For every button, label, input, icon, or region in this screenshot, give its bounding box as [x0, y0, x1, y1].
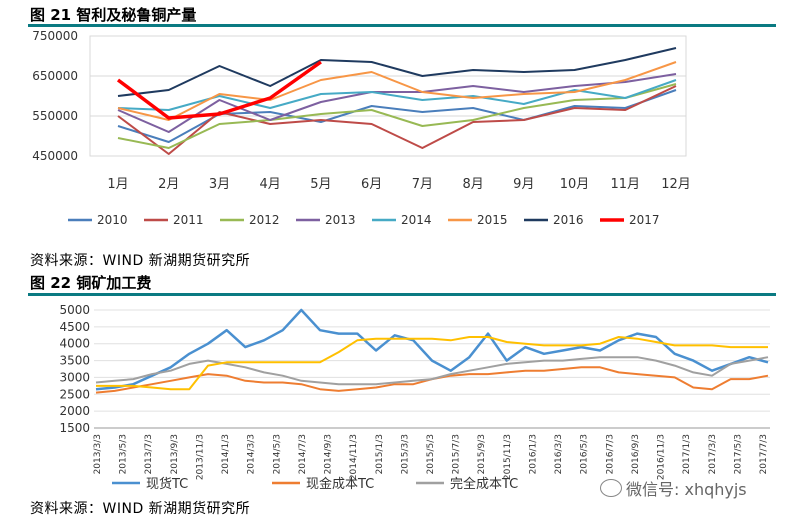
- legend-label: 2014: [401, 213, 432, 227]
- legend-label: 2017: [629, 213, 660, 227]
- figure2-source: 资料来源：WIND 新湖期货研究所: [30, 501, 251, 517]
- x-tick-label: 2013/11/3: [195, 434, 205, 480]
- legend-label: 2015: [477, 213, 508, 227]
- wechat-icon: [600, 479, 622, 497]
- legend-label: 现金成本TC: [306, 476, 374, 492]
- x-tick-label: 7月: [412, 177, 433, 192]
- x-tick-label: 11月: [610, 177, 640, 192]
- x-tick-label: 2014/9/3: [324, 434, 334, 474]
- series-line-2013: [117, 73, 677, 133]
- x-tick-label: 10月: [560, 177, 590, 192]
- figure1-title: 图 21 智利及秘鲁铜产量: [30, 6, 197, 24]
- x-tick-label: 12月: [661, 177, 691, 192]
- x-tick-label: 2014/7/3: [298, 434, 308, 474]
- x-tick-label: 2013/3/3: [93, 434, 103, 474]
- series-line-2015: [117, 61, 677, 121]
- y-tick-label: 450000: [32, 149, 78, 163]
- y-tick-label: 3000: [59, 370, 90, 384]
- y-tick-label: 4000: [59, 337, 90, 351]
- x-tick-label: 1月: [107, 177, 128, 192]
- x-tick-label: 2016/5/3: [580, 434, 590, 474]
- series-line-unnamed-yellow: [96, 336, 768, 391]
- watermark: 微信号: xhqhyjs: [600, 476, 747, 500]
- figure2-title: 图 22 铜矿加工费: [30, 274, 152, 292]
- legend-label: 2010: [97, 213, 128, 227]
- x-tick-label: 2014/11/3: [349, 434, 359, 480]
- legend-label: 完全成本TC: [450, 476, 518, 492]
- x-tick-label: 3月: [209, 177, 230, 192]
- x-tick-label: 2014/3/3: [247, 434, 257, 474]
- series-line-完全成本TC: [95, 356, 769, 386]
- x-tick-label: 2013/5/3: [119, 434, 129, 474]
- watermark-text: 微信号: xhqhyjs: [626, 480, 747, 499]
- x-tick-label: 2016/7/3: [605, 434, 615, 474]
- x-tick-label: 2014/1/3: [221, 434, 231, 474]
- y-tick-label: 3500: [59, 354, 90, 368]
- x-tick-label: 2017/3/3: [708, 434, 718, 474]
- legend-label: 现货TC: [146, 476, 188, 492]
- figure1-source: 资料来源：WIND 新湖期货研究所: [30, 253, 251, 269]
- x-tick-label: 5月: [310, 177, 331, 192]
- legend-label: 2012: [249, 213, 280, 227]
- x-tick-label: 2013/7/3: [144, 434, 154, 474]
- y-tick-label: 650000: [32, 69, 78, 83]
- x-tick-label: 2014/5/3: [272, 434, 282, 474]
- legend-label: 2011: [173, 213, 204, 227]
- series-line-现货TC: [95, 308, 769, 391]
- x-tick-label: 2017/7/3: [759, 434, 769, 474]
- x-tick-label: 2015/11/3: [503, 434, 513, 480]
- y-tick-label: 2000: [59, 404, 90, 418]
- x-tick-label: 2015/7/3: [452, 434, 462, 474]
- x-tick-label: 2015/3/3: [400, 434, 410, 474]
- x-tick-label: 2015/5/3: [426, 434, 436, 474]
- series-line-2012: [117, 83, 677, 149]
- y-tick-label: 4500: [59, 320, 90, 334]
- y-tick-label: 550000: [32, 109, 78, 123]
- x-tick-label: 9月: [513, 177, 534, 192]
- x-tick-label: 2016/1/3: [528, 434, 538, 474]
- y-tick-label: 5000: [59, 303, 90, 317]
- x-tick-label: 8月: [462, 177, 483, 192]
- x-tick-label: 2月: [158, 177, 179, 192]
- x-tick-label: 2017/1/3: [682, 434, 692, 474]
- x-tick-label: 6月: [361, 177, 382, 192]
- x-tick-label: 2016/9/3: [631, 434, 641, 474]
- y-tick-label: 2500: [59, 387, 90, 401]
- x-tick-label: 2017/5/3: [733, 434, 743, 474]
- x-tick-label: 2016/11/3: [657, 434, 667, 480]
- plot-area: [89, 35, 687, 157]
- figure2-title-rule: [28, 293, 776, 296]
- legend-label: 2016: [553, 213, 584, 227]
- x-tick-label: 2015/9/3: [477, 434, 487, 474]
- y-tick-label: 750000: [32, 29, 78, 43]
- series-line-2011: [117, 85, 677, 155]
- copper-production-chart: 450000 550000 650000 750000 1月 2月 3月 4月 5月 6月 7月 8月…: [32, 29, 691, 227]
- legend-label: 2013: [325, 213, 356, 227]
- x-tick-label: 4月: [260, 177, 281, 192]
- x-tick-label: 2013/9/3: [170, 434, 180, 474]
- figure1-title-rule: [28, 24, 776, 27]
- x-tick-label: 2016/3/3: [554, 434, 564, 474]
- y-tick-label: 1500: [59, 421, 90, 435]
- series-line-2017: [116, 60, 322, 120]
- series-line-2016: [117, 47, 677, 97]
- x-tick-label: 2015/1/3: [375, 434, 385, 474]
